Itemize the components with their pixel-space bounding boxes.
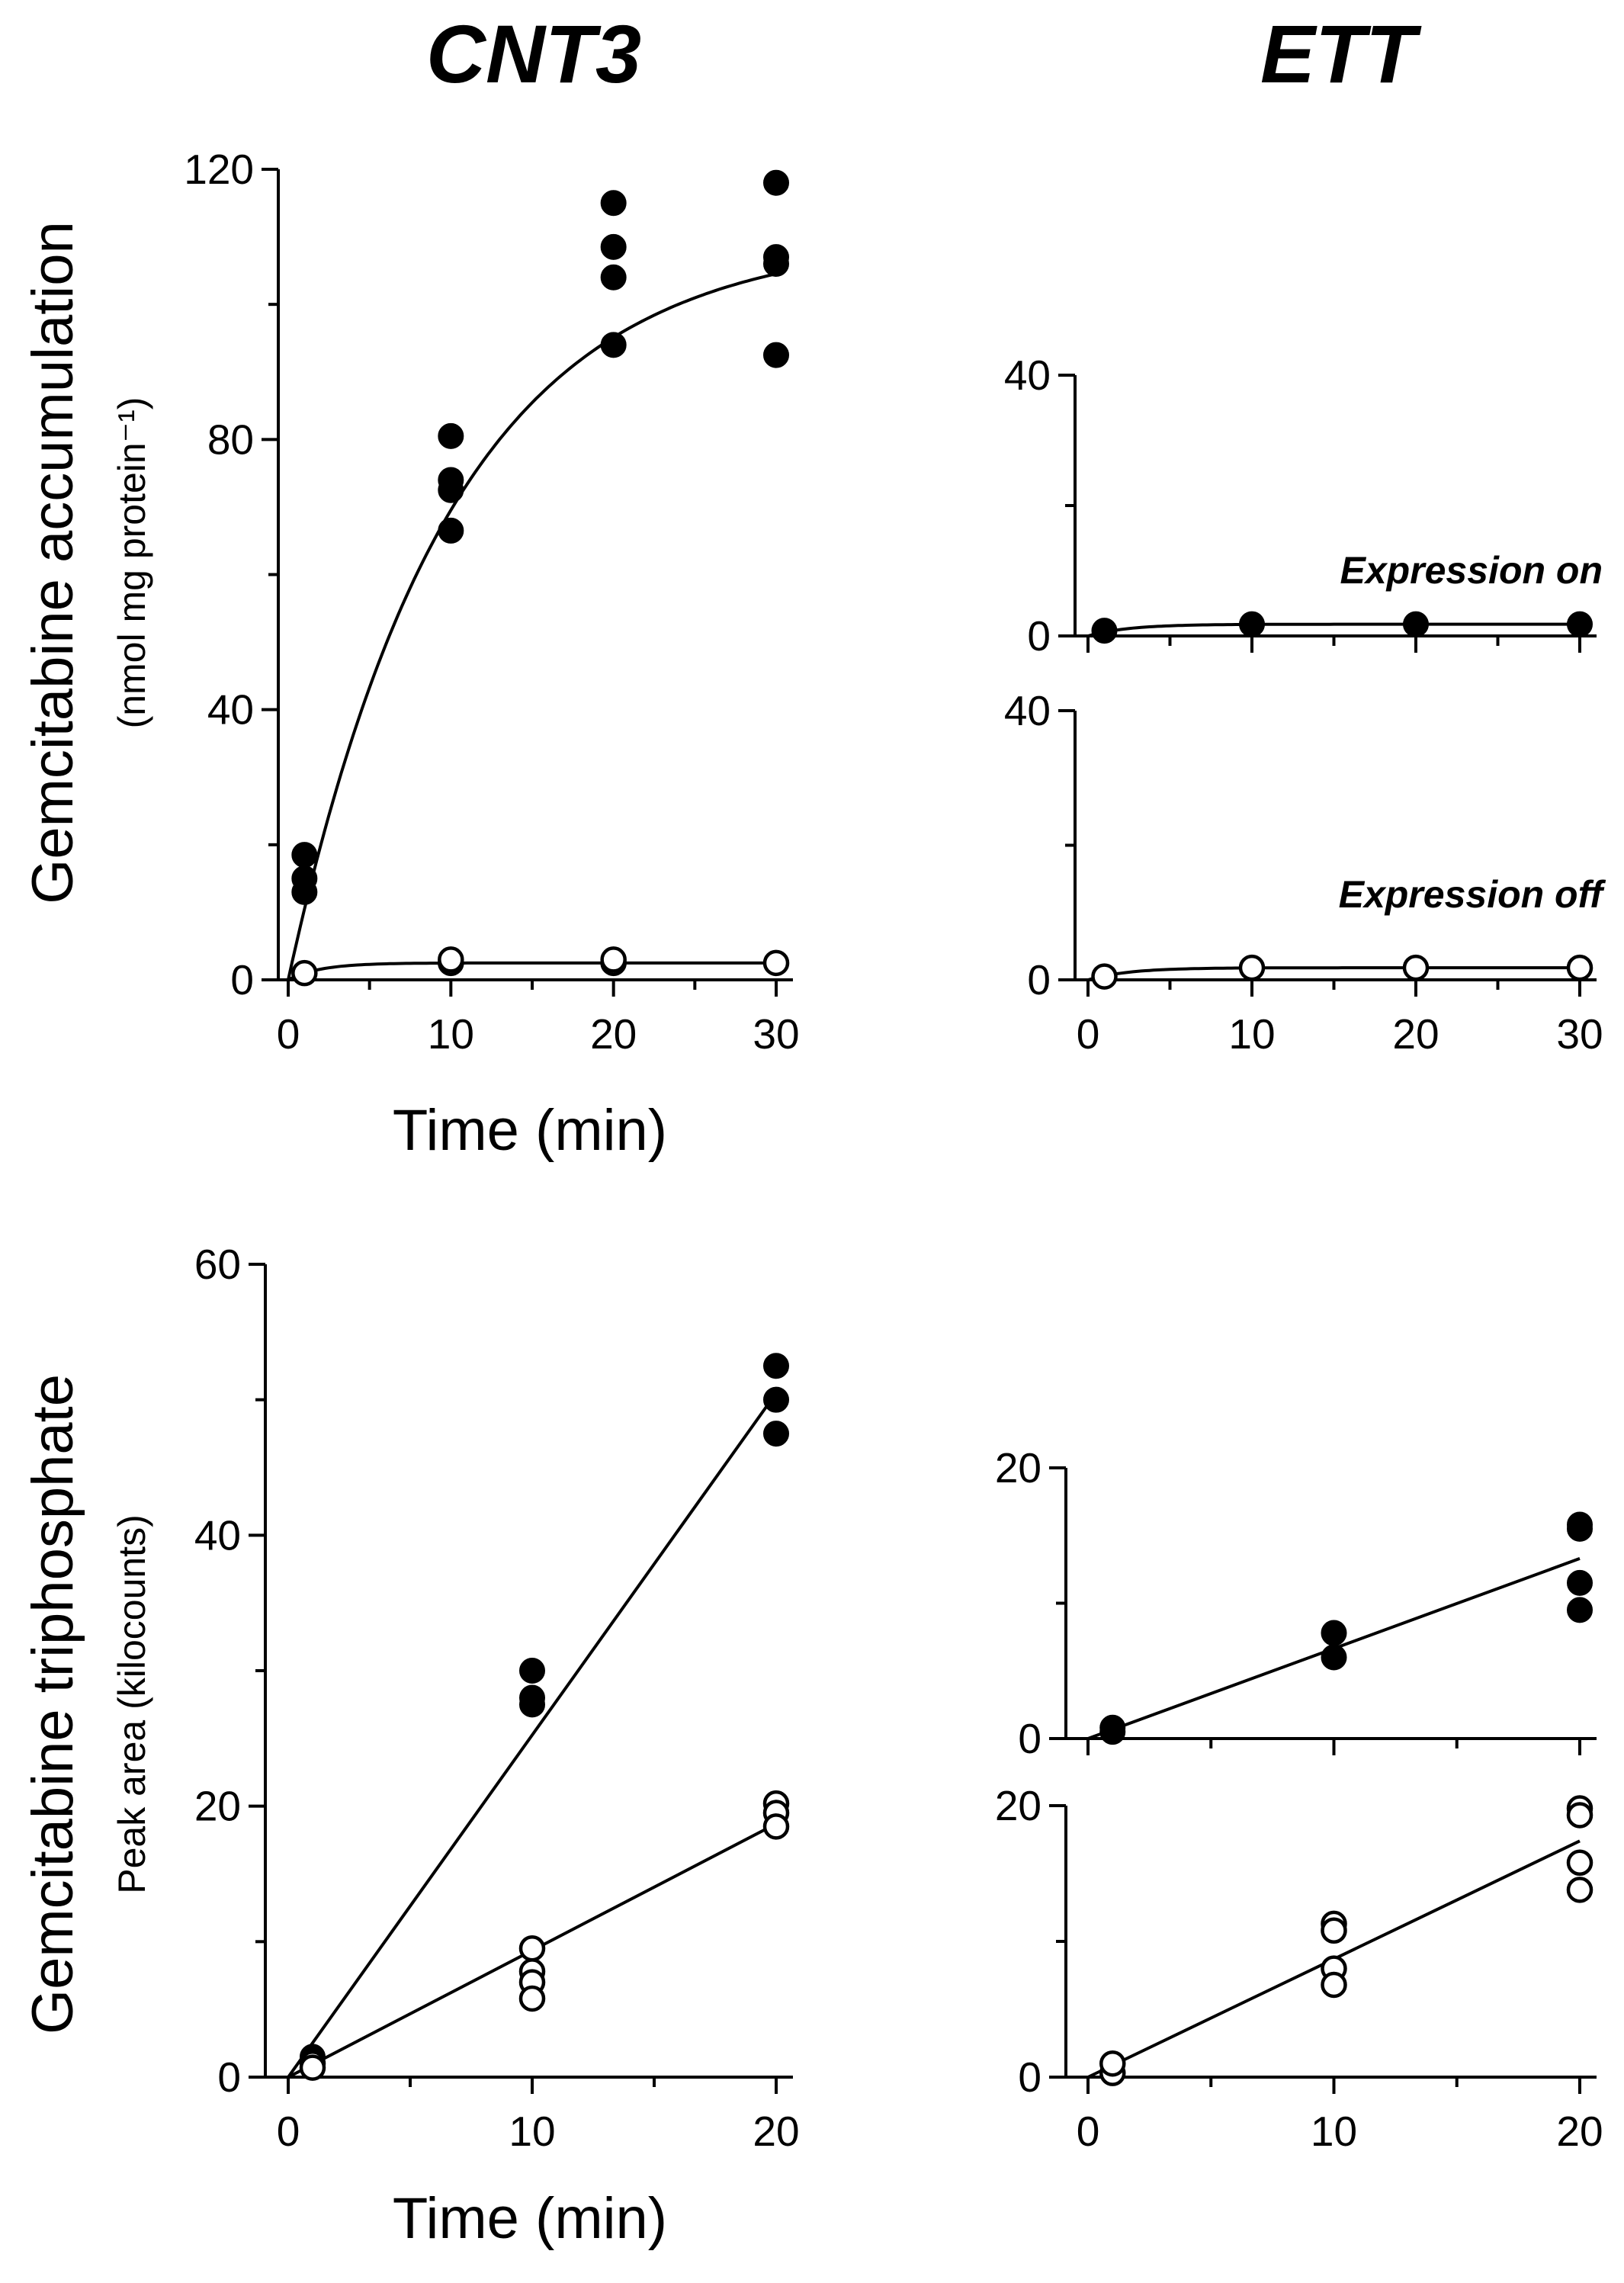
data-point-filled [1403, 611, 1429, 637]
data-point-filled [438, 477, 464, 503]
data-point-open [291, 959, 318, 987]
bottom-x-axis-title: Time (min) [393, 2186, 667, 2251]
y-tick-label: 0 [217, 2053, 241, 2101]
y-tick-label: 120 [184, 146, 254, 193]
x-tick-label: 10 [1311, 2108, 1357, 2155]
data-point-open [1321, 1917, 1347, 1944]
y-tick-label: 60 [194, 1241, 241, 1288]
data-point-filled [763, 342, 789, 368]
data-point-open [1099, 2050, 1126, 2077]
data-point-open [1566, 954, 1594, 981]
data-point-filled [763, 1421, 789, 1447]
data-point-filled [600, 264, 627, 291]
data-point-open [762, 1813, 790, 1840]
data-point-filled [600, 233, 627, 260]
panel-ett-accumulation-on: 0 40 [1004, 352, 1597, 660]
x-tick-label: 30 [753, 1010, 799, 1058]
annotation-expression-off: Expression off [1339, 873, 1606, 916]
x-tick-label: 20 [1392, 1010, 1439, 1058]
top-y-axis-title: Gemcitabine accumulation [21, 221, 85, 904]
data-point-filled [1567, 611, 1593, 637]
x-tick-label: 20 [753, 2108, 799, 2155]
data-point-filled [1239, 611, 1265, 637]
data-point-filled [763, 1353, 789, 1379]
panel-ett-accumulation-off: 0 40 0 10 20 30 [1004, 687, 1603, 1058]
y-tick-label: 0 [1018, 1715, 1041, 1762]
chart-panels: 0 40 80 120 0 10 20 30 0 40 0 40 0 10 20 30 0 20 40 60 0 10 20… [184, 146, 1603, 2155]
data-point-filled [438, 517, 464, 544]
data-point-open [600, 946, 627, 973]
data-point-open [299, 2054, 326, 2081]
data-point-filled [1099, 1714, 1126, 1741]
data-point-open [1566, 1802, 1594, 1829]
data-point-filled [763, 1386, 789, 1413]
panel-ett-triphosphate-on: 0 20 [995, 1444, 1597, 1762]
panel-ett-triphosphate-off: 0 20 0 10 20 [995, 1782, 1603, 2155]
fit-line [287, 1392, 778, 2079]
data-point-filled [1321, 1620, 1347, 1646]
data-point-filled [291, 842, 318, 869]
x-tick-label: 0 [277, 2108, 300, 2155]
y-tick-label: 40 [194, 1511, 241, 1559]
top-x-axis-title: Time (min) [393, 1098, 667, 1163]
data-point-open [1402, 954, 1430, 981]
y-tick-label: 20 [995, 1782, 1041, 1829]
x-tick-label: 10 [509, 2108, 555, 2155]
data-point-filled [1567, 1569, 1593, 1596]
panel-cnt3-accumulation: 0 40 80 120 0 10 20 30 [184, 146, 799, 1058]
data-point-filled [763, 169, 789, 196]
data-point-filled [1091, 618, 1118, 644]
data-point-filled [438, 422, 464, 449]
data-point-open [1321, 1971, 1347, 1999]
bottom-y-axis-title: Gemcitabine triphosphate [21, 1374, 85, 2034]
x-tick-label: 20 [1556, 2108, 1603, 2155]
data-point-open [1566, 1877, 1594, 1903]
fit-line [1087, 622, 1580, 637]
fit-line [287, 961, 776, 981]
annotation-expression-on: Expression on [1340, 549, 1603, 592]
x-tick-label: 30 [1556, 1010, 1603, 1058]
x-tick-label: 10 [1228, 1010, 1275, 1058]
y-tick-label: 0 [230, 956, 254, 1003]
data-point-filled [600, 332, 627, 358]
y-tick-label: 40 [207, 686, 254, 734]
y-tick-label: 0 [1027, 956, 1051, 1003]
x-tick-label: 0 [277, 1010, 300, 1058]
data-point-open [1238, 954, 1266, 981]
bottom-y-axis-subtitle: Peak area (kilocounts) [111, 1514, 153, 1893]
x-tick-label: 10 [428, 1010, 474, 1058]
y-tick-label: 0 [1018, 2053, 1041, 2101]
col-title-cnt3: CNT3 [426, 8, 641, 100]
col-title-ett: ETT [1260, 8, 1422, 100]
x-tick-label: 0 [1077, 1010, 1100, 1058]
data-point-filled [519, 1691, 545, 1718]
y-tick-label: 20 [194, 1783, 241, 1830]
data-point-filled [600, 190, 627, 217]
data-point-open [438, 946, 464, 973]
y-tick-label: 40 [1004, 352, 1051, 399]
fit-line [1087, 966, 1580, 981]
y-tick-label: 20 [995, 1444, 1041, 1491]
data-point-open [518, 1985, 546, 2012]
data-point-open [762, 949, 790, 977]
panel-cnt3-triphosphate: 0 20 40 60 0 10 20 [194, 1241, 800, 2155]
data-point-open [1091, 963, 1118, 990]
x-tick-label: 0 [1077, 2108, 1100, 2155]
y-tick-label: 0 [1027, 612, 1051, 660]
data-point-filled [519, 1658, 545, 1684]
data-point-open [518, 1935, 546, 1962]
data-point-filled [763, 251, 789, 278]
top-y-axis-subtitle: (nmol mg protein⁻¹) [111, 397, 153, 729]
fit-line [287, 272, 777, 981]
data-point-filled [1321, 1644, 1347, 1671]
data-point-filled [291, 878, 318, 905]
data-point-filled [1567, 1515, 1593, 1542]
data-point-filled [1567, 1597, 1593, 1623]
x-tick-label: 20 [590, 1010, 637, 1058]
data-point-open [1566, 1849, 1594, 1877]
y-tick-label: 80 [207, 416, 254, 463]
y-tick-label: 40 [1004, 687, 1051, 734]
